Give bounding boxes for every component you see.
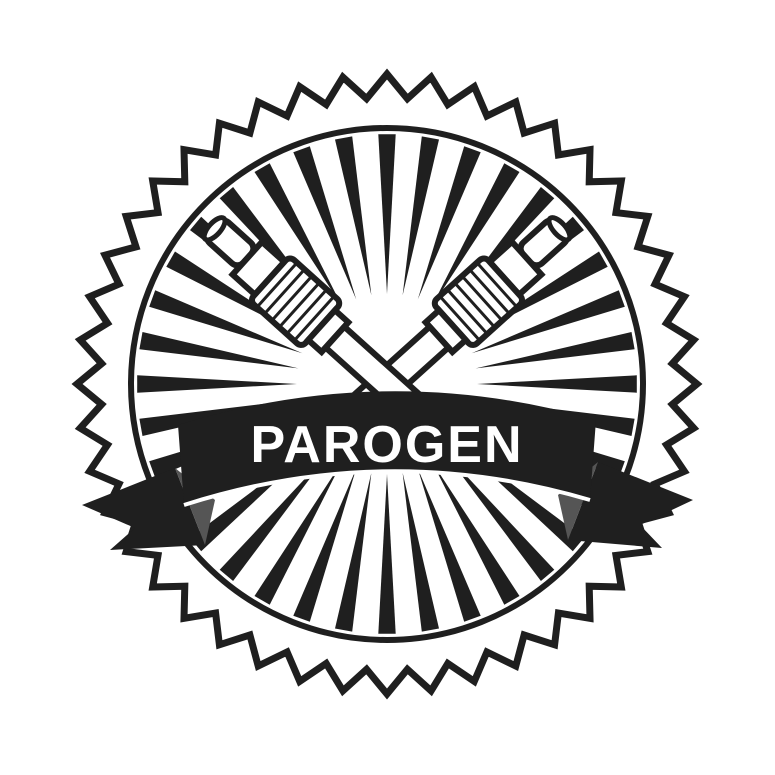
pen-rib [469, 269, 510, 314]
pen-rib [279, 283, 320, 327]
sunburst-ray [293, 468, 357, 622]
sunburst-ray [254, 163, 342, 307]
sunburst-ray [139, 332, 299, 369]
pen-rib [462, 276, 502, 321]
pen-rib [272, 276, 312, 321]
sunburst-ray [254, 461, 342, 605]
sunburst-ray [475, 332, 635, 369]
sunburst-ray [402, 136, 439, 296]
pen-rib [439, 296, 480, 341]
sunburst-ray [417, 146, 481, 300]
ribbon-banner [82, 391, 693, 550]
sunburst-ray [378, 134, 396, 294]
sunburst-ray [432, 461, 520, 605]
ribbon-tail-right [568, 462, 693, 548]
sunburst-ray [417, 468, 481, 622]
pen-rib [257, 263, 297, 307]
pen-tip-cap [546, 215, 573, 243]
pen-rib [447, 289, 488, 334]
sunburst-ray [335, 136, 372, 296]
sunburst-ray [432, 163, 520, 307]
sunburst-ray [335, 472, 372, 632]
pen-rib [264, 269, 305, 314]
pen-rib [477, 263, 517, 307]
sunburst-ray [402, 472, 439, 632]
sunburst-ray [477, 375, 637, 393]
pen-rib [294, 296, 335, 341]
sunburst-ray [471, 290, 625, 354]
sunburst-ray [293, 146, 357, 300]
sunburst-ray [219, 452, 330, 581]
sunburst-ray [378, 474, 396, 634]
brand-name: PAROGEN [250, 416, 523, 474]
sunburst-ray [149, 290, 303, 354]
pen-rib [286, 289, 327, 334]
sunburst-ray [137, 375, 297, 393]
ribbon-tail-left [82, 468, 205, 550]
pen-rib [454, 283, 495, 327]
sunburst-ray [444, 452, 555, 581]
pen-tip-cap [201, 215, 228, 243]
